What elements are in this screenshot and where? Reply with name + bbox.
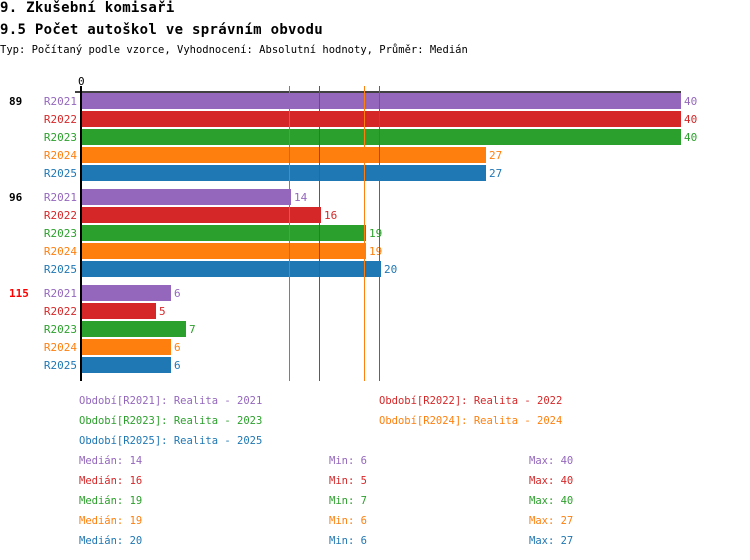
data-label: 6 xyxy=(174,341,181,354)
series-label: R2021 xyxy=(44,95,77,108)
data-label: 6 xyxy=(174,359,181,372)
max-stat: Max: 40 xyxy=(529,475,574,487)
series-label: R2023 xyxy=(44,323,77,336)
series-label: R2024 xyxy=(44,341,77,354)
max-stat: Max: 40 xyxy=(529,495,574,507)
data-label: 40 xyxy=(684,95,697,108)
legend-item: Období[R2023]: Realita - 2023 xyxy=(79,415,263,427)
min-stat: Min: 6 xyxy=(329,515,367,527)
series-label: R2023 xyxy=(44,131,77,144)
max-stat: Max: 27 xyxy=(529,535,574,547)
series-label: R2025 xyxy=(44,263,77,276)
group-label: 96 xyxy=(9,191,23,204)
min-stat: Min: 5 xyxy=(329,475,367,487)
data-label: 14 xyxy=(294,191,308,204)
series-label: R2022 xyxy=(44,305,77,318)
data-label: 19 xyxy=(369,227,382,240)
median-stat: Medián: 20 xyxy=(79,535,143,547)
group-label: 115 xyxy=(9,287,29,300)
legend-item: Období[R2024]: Realita - 2024 xyxy=(379,415,563,427)
data-label: 27 xyxy=(489,167,502,180)
data-label: 16 xyxy=(324,209,337,222)
axis-zero-label: 0 xyxy=(78,75,85,88)
legend-item: Období[R2025]: Realita - 2025 xyxy=(79,435,263,447)
min-stat: Min: 6 xyxy=(329,535,367,547)
series-label: R2024 xyxy=(44,245,77,258)
data-label: 5 xyxy=(159,305,166,318)
series-label: R2022 xyxy=(44,209,77,222)
median-stat: Medián: 19 xyxy=(79,495,143,507)
median-stat: Medián: 16 xyxy=(79,475,143,487)
bar-R2025 xyxy=(81,165,486,181)
data-label: 6 xyxy=(174,287,181,300)
bar-R2023 xyxy=(81,225,366,241)
bar-R2021 xyxy=(81,285,171,301)
group-label: 89 xyxy=(9,95,22,108)
series-label: R2025 xyxy=(44,167,77,180)
bar-R2021 xyxy=(81,93,681,109)
data-label: 27 xyxy=(489,149,502,162)
legend-item: Období[R2022]: Realita - 2022 xyxy=(379,395,563,407)
legend-item: Období[R2021]: Realita - 2021 xyxy=(79,395,263,407)
series-label: R2024 xyxy=(44,149,77,162)
median-stat: Medián: 14 xyxy=(79,455,143,467)
bar-R2025 xyxy=(81,261,381,277)
bar-R2024 xyxy=(81,147,486,163)
data-label: 40 xyxy=(684,131,697,144)
bar-R2022 xyxy=(81,303,156,319)
data-label: 7 xyxy=(189,323,196,336)
series-label: R2021 xyxy=(44,191,77,204)
data-label: 20 xyxy=(384,263,397,276)
median-stat: Medián: 19 xyxy=(79,515,143,527)
series-label: R2021 xyxy=(44,287,77,300)
max-stat: Max: 40 xyxy=(529,455,574,467)
bar-R2024 xyxy=(81,243,366,259)
data-label: 19 xyxy=(369,245,382,258)
chart-info: Typ: Počítaný podle vzorce, Vyhodnocení:… xyxy=(0,44,468,56)
bar-R2022 xyxy=(81,207,321,223)
series-label: R2023 xyxy=(44,227,77,240)
section-title: 9. Zkušební komisaři xyxy=(0,0,175,16)
min-stat: Min: 7 xyxy=(329,495,367,507)
bar-R2023 xyxy=(81,321,186,337)
bar-R2025 xyxy=(81,357,171,373)
data-label: 40 xyxy=(684,113,697,126)
chart-title: 9.5 Počet autoškol ve správním obvodu xyxy=(0,22,323,38)
bar-R2022 xyxy=(81,111,681,127)
min-stat: Min: 6 xyxy=(329,455,367,467)
bar-R2021 xyxy=(81,189,291,205)
bar-R2024 xyxy=(81,339,171,355)
max-stat: Max: 27 xyxy=(529,515,574,527)
series-label: R2025 xyxy=(44,359,77,372)
series-label: R2022 xyxy=(44,113,77,126)
bar-R2023 xyxy=(81,129,681,145)
